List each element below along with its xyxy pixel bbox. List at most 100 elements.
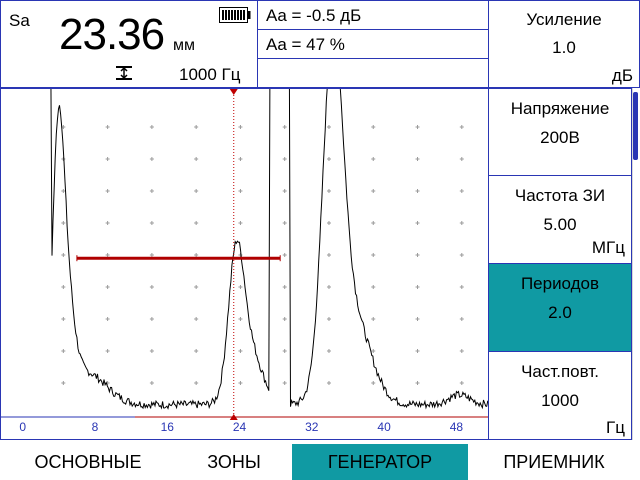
grid-mark [371,349,376,353]
param-repetition-rate[interactable]: Част.повт. 1000 Гц [488,351,632,440]
grid-mark [282,253,287,257]
grid-mark [326,349,331,353]
x-tick-label: 32 [305,420,319,434]
grid-mark [105,285,110,289]
tab-main[interactable]: ОСНОВНЫЕ [34,452,142,472]
grid-mark [326,189,331,193]
param-label: Частота ЗИ [514,186,606,205]
grid-mark [371,285,376,289]
param-unit: Гц [606,418,625,437]
grid-mark [415,253,420,257]
grid-mark [194,317,199,321]
grid-mark [238,349,243,353]
grid-mark [149,349,154,353]
amplitude-db-reading: Aa = -0.5 дБ [258,1,488,30]
grid-mark [61,317,66,321]
grid-mark [415,125,420,129]
param-scrollbar-thumb[interactable] [633,92,638,160]
gain-control[interactable]: Усиление 1.0 дБ [488,0,640,88]
grid-mark [326,317,331,321]
grid-mark [238,285,243,289]
grid-mark [326,125,331,129]
grid-mark [459,349,464,353]
cursor-top-marker[interactable] [229,89,238,95]
grid-mark [415,317,420,321]
grid-mark [459,285,464,289]
grid-mark [149,189,154,193]
grid-mark [149,125,154,129]
a-scan-display: 0 8 16 24 32 40 48 [0,88,489,440]
param-label: Част.повт. [521,362,599,381]
grid-mark [61,381,66,385]
param-label: Напряжение [510,99,610,118]
battery-full-icon [219,7,251,23]
gain-unit: дБ [611,66,633,85]
grid-mark [371,221,376,225]
grid-mark [194,157,199,161]
grid-mark [459,381,464,385]
tab-generator[interactable]: ГЕНЕРАТОР [292,444,468,480]
gain-value: 1.0 [552,38,576,57]
grid-mark [238,317,243,321]
measurement-panel: Sa 23.36 мм 1000 Гц [0,0,258,88]
grid-mark [326,253,331,257]
grid-mark [149,157,154,161]
param-voltage[interactable]: Напряжение 200В [488,88,632,176]
grid-mark [238,157,243,161]
grid-mark [149,285,154,289]
grid-mark [371,157,376,161]
grid-mark [282,221,287,225]
grid-mark [238,221,243,225]
grid-mark [415,157,420,161]
grid-mark [194,381,199,385]
param-probe-frequency[interactable]: Частота ЗИ 5.00 МГц [488,175,632,264]
x-tick-label: 8 [92,420,99,434]
grid-mark [105,317,110,321]
grid-mark [459,157,464,161]
grid-mark [105,253,110,257]
grid-mark [459,317,464,321]
grid-mark [371,253,376,257]
x-tick-label: 0 [19,420,26,434]
x-tick-label: 16 [161,420,175,434]
grid-mark [326,381,331,385]
grid-mark [61,285,66,289]
grid-mark [282,157,287,161]
param-unit: МГц [591,238,625,257]
grid-mark [105,349,110,353]
echo-signal-trace [50,89,488,410]
grid-mark [415,381,420,385]
param-periods[interactable]: Периодов 2.0 [488,263,632,352]
pulse-period-icon [116,66,132,80]
grid-mark [459,125,464,129]
grid-mark [105,221,110,225]
grid-mark [282,317,287,321]
grid-mark [459,253,464,257]
param-label: Периодов [520,274,600,293]
grid-mark [61,189,66,193]
grid-mark [282,349,287,353]
grid-mark [149,253,154,257]
grid-mark [282,381,287,385]
param-value: 5.00 [543,215,577,234]
grid-mark [61,221,66,225]
frequency-readout: 1000 Гц [179,65,241,84]
mode-label: Sa [9,11,30,30]
grid-mark [326,285,331,289]
grid-mark [194,189,199,193]
grid-mark [61,349,66,353]
grid-mark [371,189,376,193]
grid-mark [194,253,199,257]
tab-zones[interactable]: ЗОНЫ [207,452,261,472]
x-tick-label: 24 [233,420,247,434]
grid-mark [459,221,464,225]
grid-mark [194,285,199,289]
grid-mark [415,285,420,289]
grid-mark [194,349,199,353]
grid-mark [105,125,110,129]
grid-mark [61,253,66,257]
grid-mark [149,221,154,225]
param-scrollbar[interactable] [632,88,640,440]
tab-receiver[interactable]: ПРИЕМНИК [503,452,605,472]
grid-mark [415,221,420,225]
